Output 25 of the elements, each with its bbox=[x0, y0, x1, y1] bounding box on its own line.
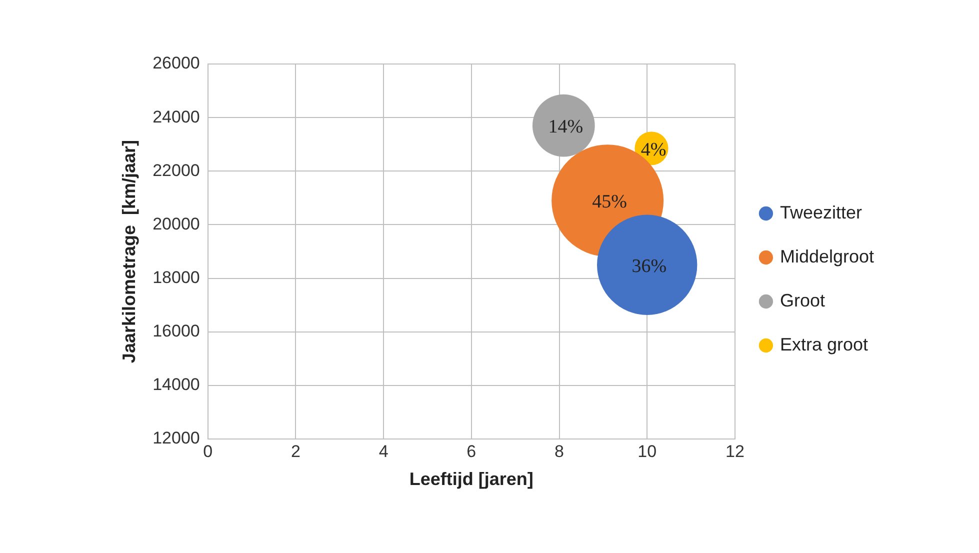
annotation: 4% bbox=[640, 139, 666, 160]
legend-label: Extra groot bbox=[780, 334, 868, 354]
legend-label: Tweezitter bbox=[780, 202, 862, 222]
annotation: 14% bbox=[548, 116, 584, 138]
y-tick-label: 26000 bbox=[152, 54, 200, 73]
y-axis-title: Jaarkilometrage [km/jaar] bbox=[118, 140, 139, 364]
x-tick-label: 2 bbox=[290, 442, 300, 461]
annotation: 36% bbox=[632, 256, 667, 277]
y-tick-label: 14000 bbox=[152, 375, 200, 394]
legend-label: Groot bbox=[780, 290, 825, 310]
x-tick-label: 8 bbox=[554, 442, 564, 461]
annotation: 45% bbox=[592, 192, 628, 213]
y-tick-label: 16000 bbox=[152, 322, 200, 341]
x-tick-label: 0 bbox=[203, 442, 213, 461]
y-tick-label: 22000 bbox=[152, 160, 200, 180]
x-tick-label: 6 bbox=[466, 442, 476, 461]
y-tick-label: 18000 bbox=[152, 268, 200, 287]
x-tick-label: 12 bbox=[725, 442, 744, 461]
y-tick-label: 20000 bbox=[152, 214, 200, 234]
x-tick-label: 4 bbox=[378, 442, 388, 461]
x-tick-label: 10 bbox=[638, 442, 657, 461]
y-tick-label: 12000 bbox=[152, 428, 200, 448]
y-tick-label: 24000 bbox=[152, 107, 200, 126]
legend-label: Middelgroot bbox=[780, 246, 874, 266]
x-axis-title: Leeftijd [jaren] bbox=[409, 469, 534, 490]
